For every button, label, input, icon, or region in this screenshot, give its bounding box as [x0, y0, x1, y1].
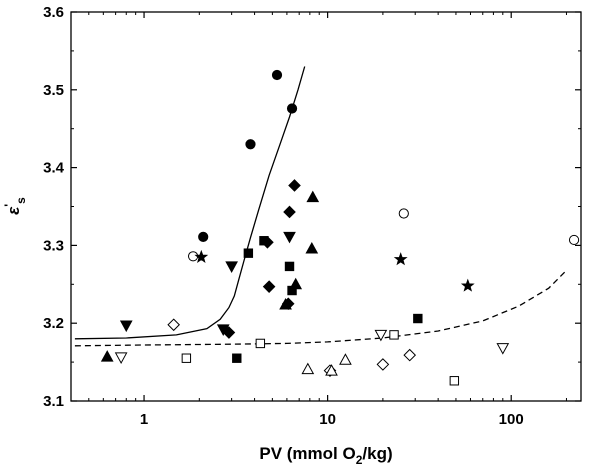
dashed-fit-curve [74, 269, 567, 347]
open-square-point [389, 330, 399, 340]
filled-circle-point [198, 231, 209, 242]
filled-diamond-point [288, 179, 301, 192]
filled-circle-point [245, 139, 256, 150]
filled-triangle-down-point [225, 261, 238, 273]
x-tick-label: 1 [140, 411, 148, 428]
open-triangle-down-point [374, 329, 388, 342]
open-diamond-point [167, 318, 180, 332]
filled-triangle-up-point [306, 190, 320, 203]
fit-curves [74, 66, 567, 347]
y-tick-label: 3.3 [43, 237, 64, 254]
filled-star-point [460, 278, 475, 292]
y-tick-label: 3.1 [43, 393, 64, 410]
filled-triangle-up-point [100, 350, 114, 362]
filled-square-point [243, 248, 254, 258]
x-axis-title: PV (mmol O2/kg) [259, 444, 392, 467]
filled-triangle-up-point [289, 277, 303, 290]
filled-star-point [194, 249, 209, 263]
y-tick-label: 3.5 [43, 82, 64, 99]
x-tick-label: 100 [499, 411, 524, 428]
open-square-point [181, 353, 192, 363]
filled-circle-point [271, 69, 283, 81]
filled-triangle-up-point [305, 241, 319, 254]
filled-square-point [232, 353, 242, 363]
filled-triangle-down-point [216, 324, 230, 336]
solid-fit-curve [74, 66, 306, 340]
filled-diamond-point [283, 205, 296, 219]
open-triangle-up-point [339, 353, 352, 365]
open-square-point [449, 376, 460, 386]
open-circle-point [398, 208, 409, 219]
filled-square-point [413, 313, 423, 324]
filled-triangle-down-point [283, 231, 296, 244]
axis-ticks [70, 11, 581, 402]
filled-circle-point [286, 103, 298, 114]
open-diamond-point [376, 358, 390, 371]
filled-square-point [284, 261, 295, 272]
open-triangle-down-point [496, 343, 510, 355]
filled-star-point [393, 252, 408, 266]
open-circle-point [568, 234, 580, 246]
open-triangle-down-point [114, 352, 128, 364]
y-tick-label: 3.4 [43, 160, 65, 177]
tick-labels: 3.1 3.2 3.3 3.4 3.5 3.6 1 10 100 [43, 4, 524, 428]
open-triangle-up-point [325, 364, 338, 376]
filled-triangle-down-point [119, 320, 133, 333]
y-axis-title: ε's [2, 197, 28, 215]
y-tick-label: 3.6 [43, 4, 64, 21]
x-tick-label: 10 [319, 411, 336, 428]
open-diamond-point [403, 348, 417, 362]
open-square-point [255, 338, 266, 349]
filled-diamond-point [261, 235, 274, 249]
y-tick-label: 3.2 [43, 315, 64, 332]
plot-frame [70, 11, 582, 402]
data-markers [100, 69, 580, 386]
open-triangle-up-point [301, 362, 315, 375]
filled-diamond-point [262, 280, 276, 293]
svg-text:ε's: ε's [2, 197, 28, 215]
filled-triangle-up-point [279, 297, 292, 310]
